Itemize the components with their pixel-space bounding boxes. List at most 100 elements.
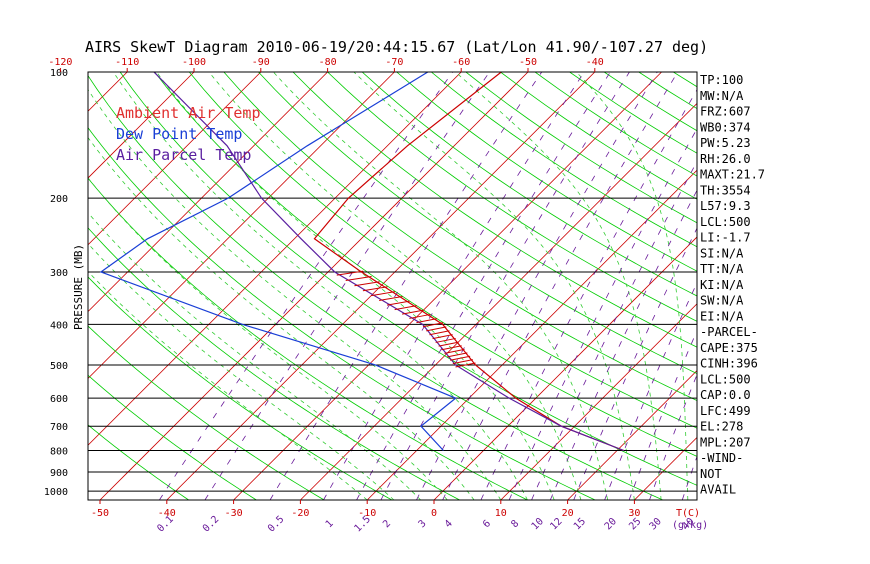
- mixing-ratio-label: 30: [648, 516, 664, 532]
- bottom-temp-tick: 0: [431, 508, 437, 519]
- bottom-temp-tick: -40: [158, 508, 176, 519]
- dry-adiabat-line: [258, 72, 697, 375]
- stat-line: MW:N/A: [700, 89, 744, 103]
- cape-hatch-line: [455, 362, 476, 368]
- series-lines: [99, 72, 624, 452]
- mixing-ratio-label: 3: [417, 518, 429, 530]
- stat-line: AVAIL: [700, 483, 736, 497]
- cape-hatch-line: [386, 300, 410, 306]
- dry-adiabat-line: [88, 374, 257, 500]
- dry-adiabat-line: [88, 325, 325, 500]
- mixing-ratio-label: 1: [324, 518, 336, 530]
- bottom-temp-tick: 10: [495, 508, 507, 519]
- mixing-ratio-line: [604, 281, 697, 500]
- isotherm-line: [99, 72, 529, 500]
- moist-adiabat-line: [88, 270, 368, 500]
- mixing-ratio-line: [649, 373, 697, 500]
- stat-line: SW:N/A: [700, 294, 744, 308]
- cape-hatch-line: [435, 337, 456, 343]
- pressure-tick: 700: [50, 422, 68, 433]
- top-temp-tick: -70: [385, 57, 403, 68]
- pressure-tick: 1000: [44, 487, 68, 498]
- dry-adiabat-line: [431, 72, 697, 248]
- cape-hatch-line: [429, 330, 450, 336]
- mixing-ratio-label: 15: [572, 516, 588, 532]
- cape-hatch-line: [362, 286, 388, 292]
- mixing-ratio-unit: (g/kg): [672, 520, 708, 531]
- stat-line: -WIND-: [700, 451, 743, 465]
- legend-entry-2: Air Parcel Temp: [116, 146, 251, 164]
- stat-line: MAXT:21.7: [700, 168, 765, 182]
- pressure-tick: 800: [50, 447, 68, 458]
- pressure-tick: 600: [50, 394, 68, 405]
- isotherm-line: [433, 236, 697, 500]
- stat-line: -PARCEL-: [700, 325, 758, 339]
- mixing-ratio-label: 20: [603, 516, 619, 532]
- stat-line: EI:N/A: [700, 309, 744, 323]
- moist-adiabat-line: [156, 72, 555, 500]
- dry-adiabat-line: [327, 72, 697, 322]
- stat-line: EL:278: [700, 420, 743, 434]
- series-line-1: [99, 72, 457, 451]
- legend: Ambient Air Temp Dew Point Temp Air Parcel…: [116, 104, 261, 164]
- stat-line: L57:9.3: [700, 199, 751, 213]
- mixing-ratio-line: [204, 72, 490, 500]
- pressure-tick: 300: [50, 268, 68, 279]
- mixing-ratio-line: [508, 127, 697, 500]
- mixing-ratio-line: [416, 72, 658, 500]
- isotherm-line: [500, 303, 697, 500]
- dry-adiabat-line: [88, 276, 393, 500]
- mixing-ratio-label: 4: [443, 518, 455, 530]
- dry-adiabat-line: [742, 72, 870, 500]
- top-temp-tick: -60: [452, 57, 470, 68]
- mixing-ratio-line: [380, 72, 630, 500]
- mixing-ratio-line: [681, 455, 697, 500]
- mixing-ratio-label: 10: [530, 516, 546, 532]
- moist-adiabat-line: [112, 72, 528, 500]
- bottom-temp-tick: -50: [91, 508, 109, 519]
- stat-line: LCL:500: [700, 215, 751, 229]
- mixing-ratio-label: 0.5: [266, 514, 287, 535]
- moist-adiabat-line: [88, 88, 502, 500]
- cape-hatch-line: [394, 305, 417, 311]
- top-temp-tick: -40: [586, 57, 604, 68]
- stat-line: MPL:207: [700, 435, 751, 449]
- legend-entry-1: Dew Point Temp: [116, 125, 242, 143]
- mixing-ratio-line: [549, 189, 697, 500]
- stat-line: LFC:499: [700, 404, 751, 418]
- isotherm-line: [768, 72, 870, 500]
- dry-adiabat-line: [88, 126, 596, 500]
- isotherm-line: [88, 72, 462, 446]
- bottom-temp-tick: -10: [358, 508, 376, 519]
- chart-title: AIRS SkewT Diagram 2010-06-19/20:44:15.6…: [85, 38, 708, 56]
- top-temp-tick: -110: [115, 57, 139, 68]
- pressure-tick: 900: [50, 468, 68, 479]
- isotherm-line: [88, 72, 262, 246]
- stat-line: CINH:396: [700, 357, 758, 371]
- cape-hatch-line: [354, 281, 380, 287]
- mixing-ratio-line: [628, 329, 697, 500]
- cape-hatch-line: [379, 295, 403, 301]
- stat-line: NOT: [700, 467, 722, 481]
- pressure-tick: 200: [50, 194, 68, 205]
- moist-adiabat-line: [273, 72, 609, 500]
- top-temp-tick: -80: [319, 57, 337, 68]
- isobars: [88, 197, 697, 492]
- cape-hatch-line: [409, 313, 431, 319]
- mixing-ratio-label: 6: [481, 518, 493, 530]
- series-line-2: [153, 72, 624, 452]
- dry-adiabat-line: [154, 72, 697, 457]
- mixing-ratio-line: [480, 89, 697, 500]
- cape-hatch-line: [336, 270, 364, 276]
- dry-adiabat-line: [500, 72, 697, 200]
- mixing-ratio-label: 8: [509, 518, 521, 530]
- mixing-ratio-line: [323, 72, 585, 500]
- pressure-tick: 500: [50, 361, 68, 372]
- bottom-temp-tick: 20: [562, 508, 574, 519]
- stat-line: TT:N/A: [700, 262, 744, 276]
- stat-line: CAP:0.0: [700, 388, 751, 402]
- top-temp-tick: -50: [519, 57, 537, 68]
- stat-line: TH:3554: [700, 183, 751, 197]
- plot-frame: [87, 71, 698, 501]
